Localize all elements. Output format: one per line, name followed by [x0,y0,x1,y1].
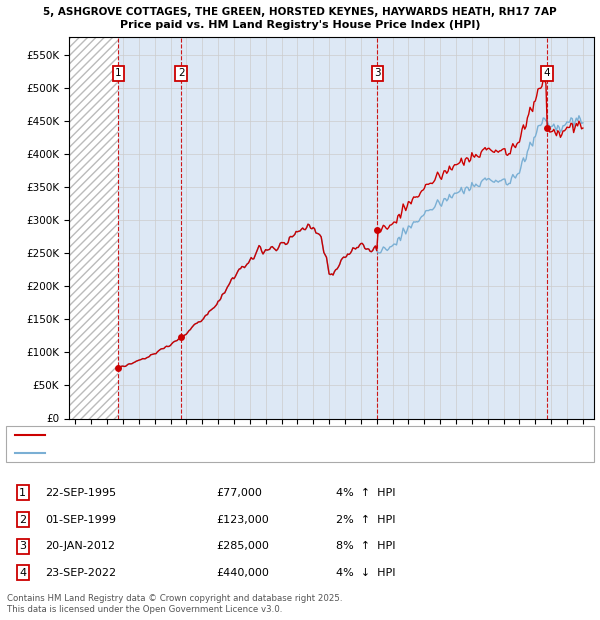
Text: 3: 3 [374,68,381,78]
Text: 1: 1 [19,488,26,498]
Text: 4: 4 [19,568,26,578]
Text: £440,000: £440,000 [216,568,269,578]
Text: 4%  ↓  HPI: 4% ↓ HPI [336,568,395,578]
Text: 4: 4 [544,68,550,78]
Text: Price paid vs. HM Land Registry's House Price Index (HPI): Price paid vs. HM Land Registry's House … [120,20,480,30]
Text: 8%  ↑  HPI: 8% ↑ HPI [336,541,395,551]
Text: 3: 3 [19,541,26,551]
Text: 20-JAN-2012: 20-JAN-2012 [45,541,115,551]
Bar [69,37,118,418]
Text: 22-SEP-1995: 22-SEP-1995 [45,488,116,498]
Text: 5, ASHGROVE COTTAGES, THE GREEN, HORSTED KEYNES, HAYWARDS HEATH, RH17 7AP (semi: 5, ASHGROVE COTTAGES, THE GREEN, HORSTED… [49,430,446,440]
Text: 23-SEP-2022: 23-SEP-2022 [45,568,116,578]
Text: 1: 1 [115,68,122,78]
Text: £77,000: £77,000 [216,488,262,498]
Text: Contains HM Land Registry data © Crown copyright and database right 2025.: Contains HM Land Registry data © Crown c… [7,593,343,603]
Text: 2: 2 [178,68,184,78]
Text: 4%  ↑  HPI: 4% ↑ HPI [336,488,395,498]
Text: 5, ASHGROVE COTTAGES, THE GREEN, HORSTED KEYNES, HAYWARDS HEATH, RH17 7AP: 5, ASHGROVE COTTAGES, THE GREEN, HORSTED… [43,7,557,17]
Text: 2: 2 [19,515,26,525]
Text: HPI: Average price, semi-detached house, Mid Sussex: HPI: Average price, semi-detached house,… [49,448,275,458]
Text: 2%  ↑  HPI: 2% ↑ HPI [336,515,395,525]
Text: 01-SEP-1999: 01-SEP-1999 [45,515,116,525]
Text: This data is licensed under the Open Government Licence v3.0.: This data is licensed under the Open Gov… [7,604,283,614]
Text: £285,000: £285,000 [216,541,269,551]
Bar [69,37,118,418]
Text: £123,000: £123,000 [216,515,269,525]
